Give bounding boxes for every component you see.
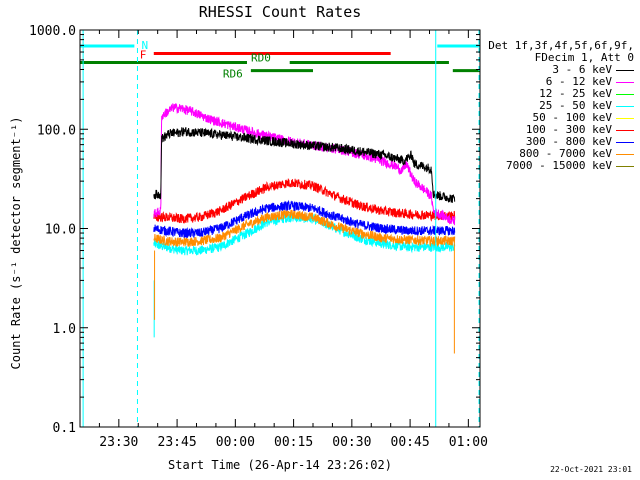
legend-entry-label: 3 - 6 keV: [552, 63, 612, 76]
legend-entry-label: 6 - 12 keV: [545, 75, 612, 88]
legend: Det 1f,3f,4f,5f,6f,9f, FDecim 1, Att 0 3…: [486, 40, 634, 172]
legend-entry: 100 - 300 keV: [486, 124, 634, 136]
flag-label-n: N: [141, 39, 148, 52]
legend-entry: 800 - 7000 keV: [486, 148, 634, 160]
legend-entry: 50 - 100 keV: [486, 112, 634, 124]
legend-swatch: [616, 141, 634, 143]
series-line-6-12-kev: [153, 102, 456, 226]
legend-swatch: [616, 93, 634, 95]
flag-label-f: F: [140, 48, 147, 61]
y-tick-label: 1.0: [53, 322, 76, 337]
legend-entry-label: 25 - 50 keV: [539, 99, 612, 112]
x-tick-label: 23:45: [158, 435, 197, 450]
series-line-3-6-kev: [153, 127, 456, 203]
legend-entry-label: 7000 - 15000 keV: [506, 159, 612, 172]
y-tick-label: 1000.0: [29, 24, 76, 39]
x-axis-label: Start Time (26-Apr-14 23:26:02): [168, 458, 392, 472]
x-tick-label: 00:00: [216, 435, 255, 450]
legend-entry-label: 800 - 7000 keV: [519, 147, 612, 160]
legend-swatch: [616, 165, 634, 167]
series-line-100-300-kev: [153, 178, 456, 224]
legend-swatch: [616, 69, 634, 71]
plot-timestamp: 22-Oct-2021 23:01: [550, 465, 632, 474]
legend-swatch: [616, 105, 634, 107]
legend-swatch: [616, 117, 634, 119]
legend-swatch: [616, 153, 634, 155]
series-line-300-800-kev: [153, 199, 456, 239]
legend-entry: 3 - 6 keV: [486, 64, 634, 76]
legend-entry-label: 300 - 800 keV: [525, 135, 612, 148]
x-tick-label: 00:15: [274, 435, 313, 450]
legend-header-detectors: Det 1f,3f,4f,5f,6f,9f,: [488, 39, 634, 52]
legend-entry: 12 - 25 keV: [486, 88, 634, 100]
plot-frame: [79, 29, 481, 428]
y-tick-label: 10.0: [45, 223, 76, 238]
y-tick-label: 100.0: [37, 123, 76, 138]
series-line-800-7000-kev: [153, 208, 456, 248]
legend-swatch: [616, 81, 634, 83]
x-tick-label: 00:45: [391, 435, 430, 450]
chart-title: RHESSI Count Rates: [199, 3, 362, 21]
x-tick-label: 01:00: [449, 435, 488, 450]
legend-entry: 25 - 50 keV: [486, 100, 634, 112]
legend-swatch: [616, 129, 634, 131]
legend-entry-label: 100 - 300 keV: [525, 123, 612, 136]
legend-entry-label: 50 - 100 keV: [532, 111, 612, 124]
legend-entry: 300 - 800 keV: [486, 136, 634, 148]
y-axis-label: Count Rate (s⁻¹ detector segment⁻¹): [9, 117, 23, 370]
y-tick-label: 0.1: [53, 421, 76, 436]
legend-header-decimation: FDecim 1, Att 0: [534, 51, 634, 64]
flag-label-rd0: RD0: [251, 52, 271, 65]
x-tick-label: 23:30: [99, 435, 138, 450]
legend-entry: 7000 - 15000 keV: [486, 160, 634, 172]
x-tick-label: 00:30: [332, 435, 371, 450]
legend-entry: 6 - 12 keV: [486, 76, 634, 88]
legend-entry-label: 12 - 25 keV: [539, 87, 612, 100]
flag-label-rd6: RD6: [223, 68, 243, 81]
